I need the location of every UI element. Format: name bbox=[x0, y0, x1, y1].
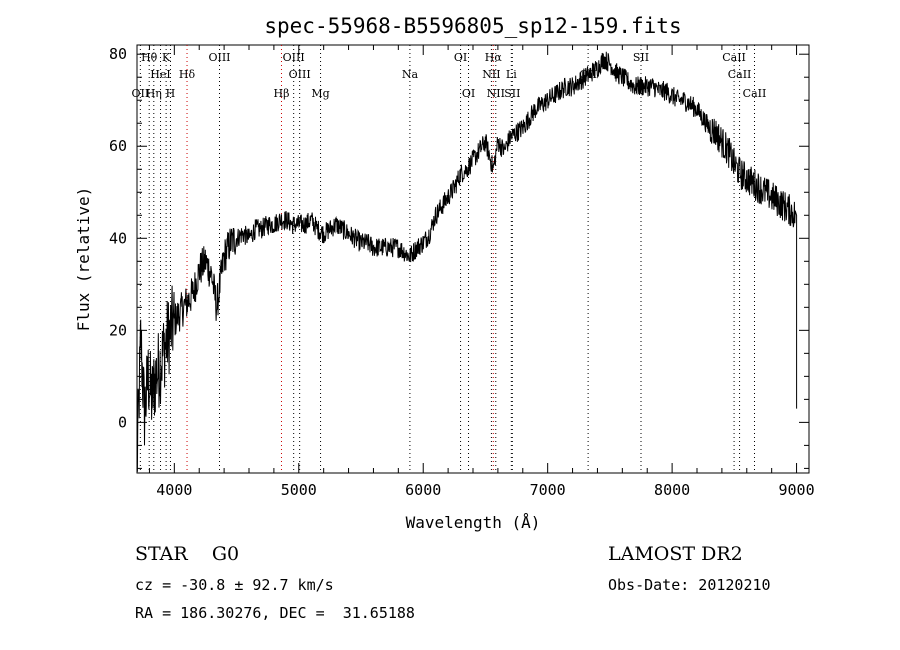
y-axis-label: Flux (relative) bbox=[74, 187, 93, 332]
y-tick-label: 20 bbox=[109, 321, 127, 339]
observation-date: Obs-Date: 20120210 bbox=[608, 576, 771, 594]
line-marker-label: Li bbox=[506, 68, 517, 81]
line-marker-label: OIII bbox=[283, 51, 305, 64]
line-marker-label: Hη bbox=[146, 87, 162, 100]
line-marker-label: CaII bbox=[728, 68, 752, 81]
x-tick-label: 7000 bbox=[530, 481, 566, 499]
line-marker-label: OI bbox=[462, 87, 475, 100]
y-tick-label: 40 bbox=[109, 229, 127, 247]
line-marker-label: SII bbox=[504, 87, 520, 100]
line-marker-label: Hθ bbox=[141, 51, 158, 64]
line-marker-label: Mg bbox=[311, 87, 329, 100]
line-marker-label: OIII bbox=[289, 68, 311, 81]
chart-title: spec-55968-B5596805_sp12-159.fits bbox=[264, 14, 681, 38]
x-tick-label: 6000 bbox=[405, 481, 441, 499]
y-tick-label: 60 bbox=[109, 137, 127, 155]
x-tick-label: 8000 bbox=[654, 481, 690, 499]
plot-frame bbox=[136, 44, 810, 474]
line-marker-label: K bbox=[162, 51, 171, 64]
line-marker-label: SII bbox=[633, 51, 649, 64]
survey-name: LAMOST DR2 bbox=[608, 543, 743, 565]
line-marker-label: Hα bbox=[485, 51, 503, 64]
line-marker-label: Na bbox=[402, 68, 419, 81]
x-axis-label: Wavelength (Å) bbox=[406, 513, 541, 532]
line-marker-label: OII bbox=[132, 87, 150, 100]
x-tick-label: 9000 bbox=[778, 481, 814, 499]
line-marker-label: Hδ bbox=[179, 68, 196, 81]
redshift-velocity: cz = -30.8 ± 92.7 km/s bbox=[135, 576, 334, 594]
sky-coordinates: RA = 186.30276, DEC = 31.65188 bbox=[135, 604, 415, 622]
line-marker-label: CaII bbox=[722, 51, 746, 64]
line-marker-label: HeI bbox=[150, 68, 170, 81]
line-marker-label: Hβ bbox=[274, 87, 290, 100]
x-tick-label: 4000 bbox=[156, 481, 192, 499]
line-marker-label: NII bbox=[482, 68, 500, 81]
line-marker-label: H bbox=[166, 87, 176, 100]
line-marker-label: OIII bbox=[208, 51, 230, 64]
y-tick-label: 0 bbox=[118, 413, 127, 431]
spectrum-line bbox=[136, 51, 798, 472]
x-tick-label: 5000 bbox=[281, 481, 317, 499]
line-marker-label: CaII bbox=[743, 87, 767, 100]
axis-tick-layer: 4000 5000 6000 7000 8000 9000 0 20 40 60 80 bbox=[109, 45, 815, 499]
object-class: STAR G0 bbox=[135, 543, 240, 565]
line-marker-label: OI bbox=[454, 51, 467, 64]
line-marker-label: NII bbox=[487, 87, 505, 100]
y-tick-label: 80 bbox=[109, 45, 127, 63]
